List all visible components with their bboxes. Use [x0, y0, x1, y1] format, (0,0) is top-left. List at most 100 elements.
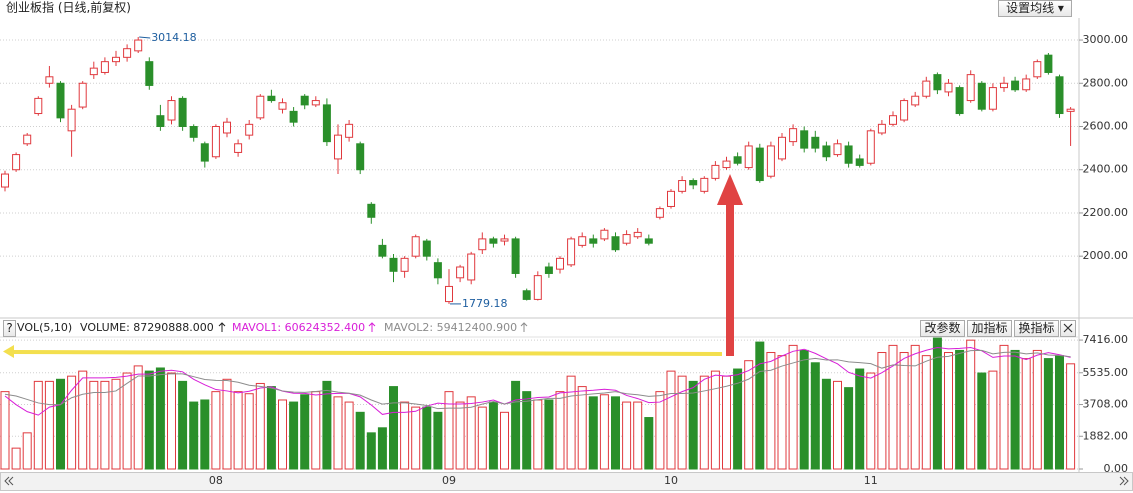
- volume-bar: [300, 394, 310, 470]
- volume-bar: [566, 375, 576, 470]
- volume-bar: [599, 394, 609, 470]
- candle-body: [267, 95, 276, 102]
- volume-bar: [433, 411, 443, 470]
- scroll-left[interactable]: [4, 476, 14, 486]
- volume-bar: [111, 378, 121, 470]
- scroll-right[interactable]: [1119, 476, 1129, 486]
- volume-bar: [78, 370, 88, 470]
- candle-body: [744, 145, 753, 169]
- volume-bar: [666, 370, 676, 470]
- volume-bar: [22, 432, 32, 470]
- volume-bar: [955, 349, 965, 470]
- volume-bar: [244, 393, 254, 470]
- y-tick-label: 2000.00: [1083, 249, 1129, 262]
- candle-body: [611, 236, 620, 251]
- candle-body: [1066, 108, 1075, 112]
- ma-line: [4, 346, 1071, 416]
- y-tick-label: 2600.00: [1083, 119, 1129, 132]
- volume-bar: [33, 380, 43, 470]
- candle-body: [511, 238, 520, 274]
- volume-bar: [500, 411, 509, 470]
- volume-bar: [266, 386, 276, 470]
- y-tick-label: 5535.00: [1083, 366, 1129, 379]
- volume-bar: [744, 360, 754, 470]
- y-tick-label: 7416.00: [1083, 333, 1129, 346]
- volume-bar: [588, 396, 598, 470]
- candle-body: [911, 95, 920, 106]
- candle-body: [977, 82, 986, 110]
- volume-bar: [921, 355, 931, 470]
- candle-body: [345, 123, 354, 138]
- volume-title: VOL(5,10): [17, 321, 72, 334]
- volume-bar: [89, 380, 99, 470]
- volume-bar: [333, 396, 343, 470]
- y-tick-label: 3708.00: [1083, 398, 1129, 411]
- candle-body: [78, 82, 87, 108]
- candle-body: [445, 285, 453, 303]
- volume-bar: [100, 380, 110, 470]
- volume-bar: [799, 349, 809, 470]
- volume-bar: [233, 391, 243, 470]
- y-tick-label: 2800.00: [1083, 76, 1129, 89]
- volume-bar: [821, 378, 831, 470]
- candle-body: [655, 208, 664, 218]
- candle-body: [378, 244, 387, 257]
- candle-body: [278, 102, 287, 110]
- candle-body: [1, 173, 9, 188]
- candle-body: [89, 67, 98, 76]
- candle-body: [1044, 54, 1053, 73]
- volume-bar: [366, 432, 376, 470]
- volume-bar: [1032, 349, 1042, 470]
- candle-body: [733, 156, 742, 164]
- candle-body: [422, 240, 431, 257]
- candle-body: [334, 134, 342, 160]
- help-button[interactable]: ?: [3, 320, 16, 337]
- volume-bar: [311, 391, 321, 470]
- candle-body: [12, 154, 21, 171]
- change-params-button[interactable]: 改参数: [920, 320, 965, 337]
- volume-bar: [322, 380, 332, 470]
- switch-indicator-button[interactable]: 换指标: [1014, 320, 1059, 337]
- volume-bar: [833, 380, 842, 470]
- volume-bar: [855, 368, 865, 470]
- candle-body: [200, 143, 209, 162]
- volume-bar: [577, 386, 587, 470]
- candle-body: [123, 48, 132, 58]
- volume-bar: [167, 372, 176, 470]
- candle-body: [578, 236, 587, 246]
- candle-body: [1000, 82, 1008, 89]
- volume-bar: [722, 375, 731, 470]
- volume-bar: [211, 391, 221, 470]
- ma-settings-button[interactable]: 设置均线 ▾: [998, 0, 1072, 17]
- annotation: 1779.18: [462, 297, 508, 310]
- candle-body: [489, 238, 498, 244]
- yellow-arrow: [3, 345, 722, 358]
- candle-body: [600, 229, 609, 240]
- candle-body: [955, 87, 964, 115]
- candle-body: [855, 158, 864, 166]
- volume-bar: [899, 352, 909, 470]
- volume-bar: [688, 380, 698, 470]
- volume-bar: [766, 352, 776, 470]
- volume-bar: [1055, 355, 1064, 470]
- volume-bar: [200, 399, 210, 470]
- candle-body: [622, 234, 631, 244]
- candle-body: [500, 238, 509, 242]
- volume-bar: [178, 380, 188, 470]
- candle-body: [944, 82, 953, 93]
- candle-body: [367, 203, 376, 218]
- volume-bar: [1021, 358, 1031, 470]
- close-icon: [1063, 323, 1073, 333]
- close-button[interactable]: [1060, 320, 1076, 337]
- volume-bar: [44, 380, 54, 470]
- red-arrow: [717, 174, 743, 356]
- candle-body: [633, 231, 642, 238]
- candle-body: [433, 262, 442, 279]
- scrollbar[interactable]: [0, 472, 1133, 491]
- y-tick-label: 3000.00: [1083, 33, 1129, 46]
- add-indicator-button[interactable]: 加指标: [967, 320, 1012, 337]
- y-tick-label: 2400.00: [1083, 163, 1129, 176]
- candle-body: [1022, 78, 1031, 91]
- candle-body: [56, 82, 65, 119]
